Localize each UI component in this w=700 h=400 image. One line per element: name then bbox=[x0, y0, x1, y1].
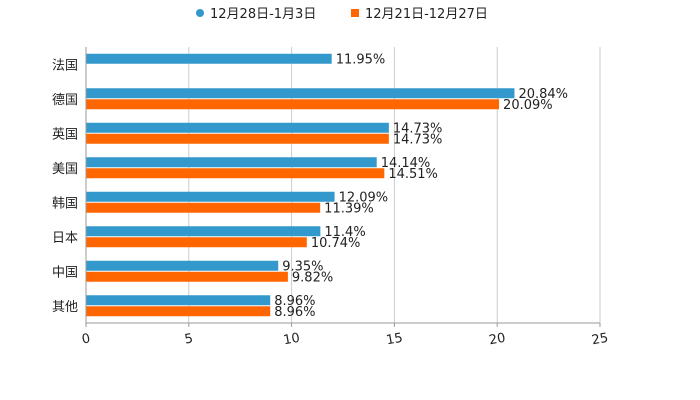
bar-data-label: 9.35% bbox=[282, 259, 323, 274]
legend-marker-square bbox=[351, 9, 359, 17]
bar-data-label: 14.73% bbox=[393, 132, 443, 147]
bar-data-label: 20.09% bbox=[503, 98, 553, 113]
bar-week2 bbox=[86, 133, 389, 144]
legend: 12月28日-1月3日 12月21日-12月27日 bbox=[196, 7, 488, 22]
bar-week2 bbox=[86, 202, 321, 213]
bar-week2 bbox=[86, 99, 500, 110]
bar-week1 bbox=[86, 53, 332, 64]
bar-week2 bbox=[86, 237, 307, 248]
x-tick-label: 0 bbox=[81, 331, 92, 347]
bar-data-label: 11.95% bbox=[336, 52, 386, 67]
bar-week1 bbox=[86, 191, 335, 202]
y-category-label: 美国 bbox=[52, 162, 78, 177]
y-category-label: 英国 bbox=[52, 127, 78, 142]
y-category-label: 法国 bbox=[52, 58, 78, 73]
bar-data-label: 8.96% bbox=[274, 305, 315, 320]
bar-data-label: 14.51% bbox=[388, 167, 438, 182]
bar-data-label: 20.84% bbox=[518, 87, 568, 102]
legend-marker-circle bbox=[196, 9, 204, 17]
bar-week1 bbox=[86, 88, 515, 99]
bar-week2 bbox=[86, 168, 385, 179]
bar-data-label: 10.74% bbox=[311, 236, 361, 251]
y-category-label: 其他 bbox=[52, 300, 78, 315]
y-category-label: 德国 bbox=[52, 93, 78, 108]
bar-data-label: 8.96% bbox=[274, 294, 315, 309]
bar-week1 bbox=[86, 122, 389, 133]
bar-week1 bbox=[86, 260, 279, 271]
legend-label: 12月28日-1月3日 bbox=[210, 7, 316, 22]
bar-data-label: 14.73% bbox=[393, 121, 443, 136]
y-category-label: 中国 bbox=[52, 265, 78, 280]
x-tick-label: 10 bbox=[282, 331, 301, 349]
x-tick-label: 20 bbox=[488, 331, 507, 349]
bar-week1 bbox=[86, 295, 271, 306]
bar-data-label: 12.09% bbox=[339, 190, 389, 205]
x-tick-label: 15 bbox=[385, 331, 404, 349]
bar-data-label: 9.82% bbox=[292, 270, 333, 285]
bar-week1 bbox=[86, 226, 321, 237]
y-category-label: 日本 bbox=[52, 231, 78, 246]
x-tick-label: 5 bbox=[184, 331, 195, 347]
bar-week2 bbox=[86, 306, 271, 317]
y-category-label: 韩国 bbox=[52, 196, 78, 211]
bar-data-label: 11.39% bbox=[324, 201, 374, 216]
bars: 11.95% 20.84%20.09% 14.73%14.73% 14.14%14.5… bbox=[86, 52, 568, 320]
bar-data-label: 11.4% bbox=[324, 225, 365, 240]
bar-week1 bbox=[86, 157, 377, 168]
bar-week2 bbox=[86, 271, 288, 282]
legend-label: 12月21日-12月27日 bbox=[365, 7, 488, 22]
bar-data-label: 14.14% bbox=[381, 156, 431, 171]
x-tick-label: 25 bbox=[591, 331, 610, 349]
